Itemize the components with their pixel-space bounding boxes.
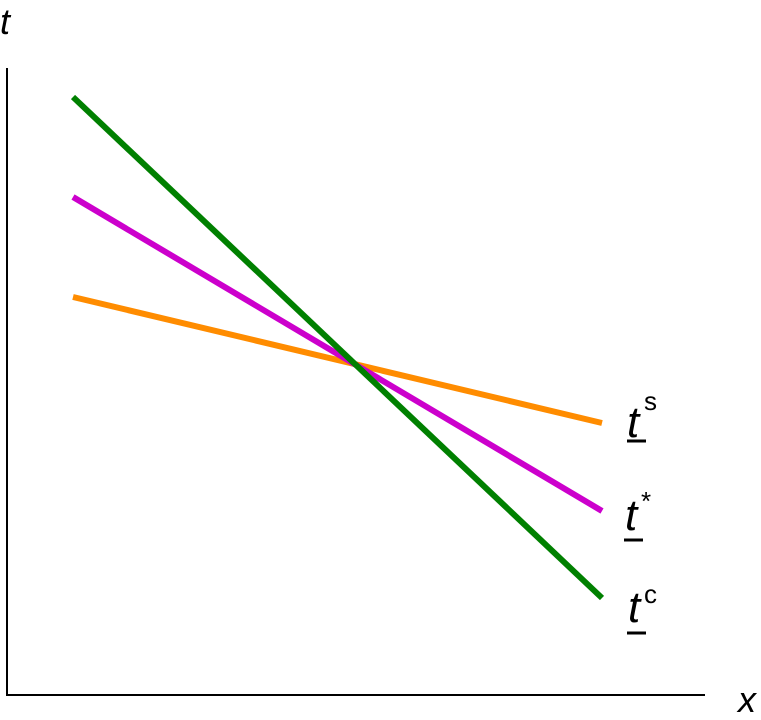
line-label: t — [628, 583, 642, 632]
x-axis-label: x — [736, 679, 758, 720]
line-superscript: * — [641, 486, 651, 516]
line-c — [70, 94, 605, 601]
line-label: t — [625, 491, 639, 540]
line-label: t — [627, 398, 641, 447]
line-superscript: s — [644, 386, 657, 416]
line-star — [71, 194, 604, 514]
line-s — [72, 294, 603, 426]
line-superscript: c — [644, 579, 657, 609]
y-axis-label: t — [0, 1, 12, 42]
